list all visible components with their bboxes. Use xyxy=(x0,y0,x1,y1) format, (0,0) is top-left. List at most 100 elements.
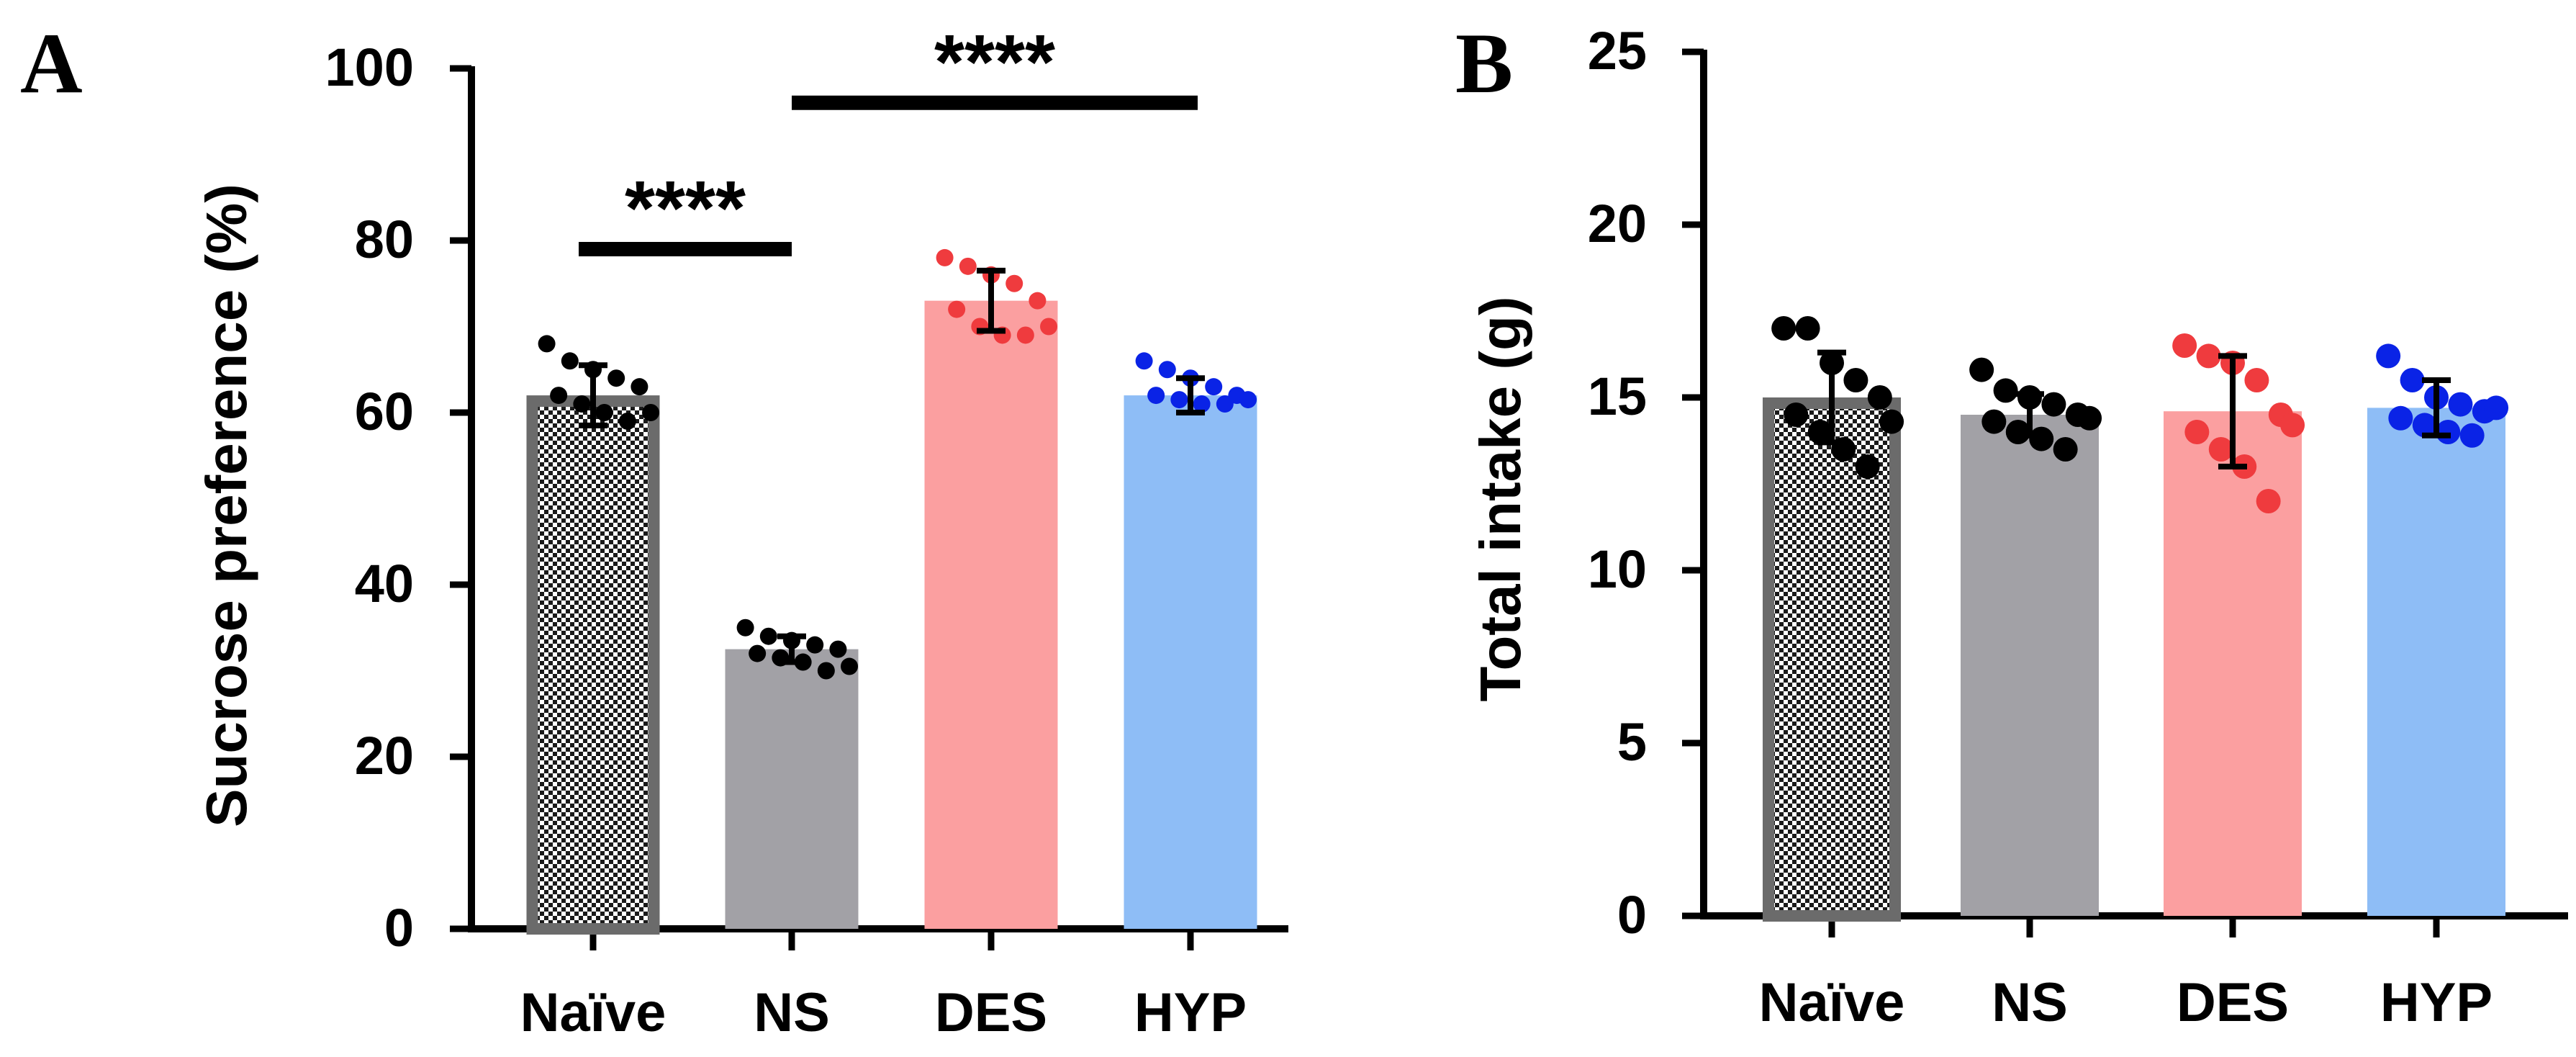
data-point xyxy=(749,644,767,662)
data-point xyxy=(573,395,591,413)
bar-ns xyxy=(1961,415,2099,916)
data-point xyxy=(2208,437,2233,462)
data-point xyxy=(2184,420,2210,444)
data-point xyxy=(2244,368,2269,392)
data-point xyxy=(538,335,556,353)
panel-a-chart: A Sucrose preference (%) **** **** 0 20 40 6… xyxy=(20,15,1288,1043)
data-point xyxy=(2484,395,2509,420)
data-point xyxy=(595,404,613,421)
data-point xyxy=(1135,352,1153,370)
data-point xyxy=(1193,395,1211,413)
data-point xyxy=(2041,392,2066,417)
data-point xyxy=(806,636,824,654)
bar-hyp xyxy=(2367,408,2505,916)
panel-a-error-bars xyxy=(579,267,1205,665)
data-point xyxy=(2077,405,2102,431)
data-point xyxy=(1795,316,1820,341)
panel-a-tick-labels: 0 20 40 60 80 100 Naïve NS DES HYP xyxy=(325,37,1247,1043)
y-tick-label: 60 xyxy=(355,382,414,441)
data-point xyxy=(1158,361,1176,379)
panel-a-significance: **** **** xyxy=(579,18,1198,256)
data-point xyxy=(2459,423,2485,448)
category-label: DES xyxy=(2177,972,2289,1033)
data-point xyxy=(2005,420,2030,444)
panel-b-error-bars xyxy=(1817,349,2451,469)
data-point xyxy=(1784,402,1809,427)
data-point xyxy=(2256,489,2281,513)
data-point xyxy=(1016,326,1034,344)
panel-b-letter: B xyxy=(1455,15,1513,111)
y-tick-label: 20 xyxy=(1588,194,1647,253)
data-point xyxy=(1216,395,1234,413)
data-point xyxy=(2388,405,2413,431)
category-label: NS xyxy=(754,982,830,1043)
data-point xyxy=(936,248,954,266)
data-point xyxy=(2029,426,2054,451)
significance-stars: **** xyxy=(625,164,746,251)
data-point xyxy=(1170,391,1188,409)
data-point xyxy=(1969,357,1994,382)
data-point xyxy=(948,300,966,318)
y-tick-label: 80 xyxy=(355,210,414,269)
panel-b-bars xyxy=(1763,397,2505,922)
category-label: Naïve xyxy=(1759,972,1905,1033)
data-point xyxy=(2436,420,2461,444)
significance-stars: **** xyxy=(934,18,1055,105)
data-point xyxy=(2448,392,2473,417)
category-label: DES xyxy=(935,982,1047,1043)
bar-hyp xyxy=(1124,395,1257,929)
panel-b-tick-labels: 0 5 10 15 20 25 Naïve NS DES HYP xyxy=(1588,21,2493,1033)
panel-b-y-axis-label: Total intake (g) xyxy=(1468,297,1532,702)
bar-nave xyxy=(526,395,660,935)
y-tick-label: 15 xyxy=(1588,366,1647,426)
data-point xyxy=(1005,274,1023,292)
data-point xyxy=(1239,391,1257,409)
y-tick-label: 100 xyxy=(325,37,414,97)
data-point xyxy=(2280,413,2305,438)
data-point xyxy=(1807,420,1832,444)
panel-a-letter: A xyxy=(20,15,83,111)
data-point xyxy=(2053,437,2078,462)
y-tick-label: 0 xyxy=(1617,885,1647,945)
data-point xyxy=(1040,318,1058,336)
category-label: HYP xyxy=(1134,982,1247,1043)
data-point xyxy=(561,352,579,370)
data-point xyxy=(2196,343,2221,369)
y-tick-label: 40 xyxy=(355,554,414,613)
data-point xyxy=(1843,368,1868,392)
data-point xyxy=(631,378,648,396)
category-label: NS xyxy=(1992,972,2068,1033)
category-label: HYP xyxy=(2380,972,2493,1033)
data-point xyxy=(1029,292,1047,310)
data-point xyxy=(1993,378,2018,403)
data-point xyxy=(817,662,835,680)
panel-b-points xyxy=(1771,316,2509,513)
y-tick-label: 10 xyxy=(1588,539,1647,599)
data-point xyxy=(1981,409,2007,434)
data-point xyxy=(841,657,859,675)
y-tick-label: 25 xyxy=(1588,21,1647,81)
data-point xyxy=(1879,409,1904,434)
data-point xyxy=(736,619,754,637)
category-label: Naïve xyxy=(520,982,666,1043)
data-point xyxy=(2400,368,2425,392)
y-tick-label: 0 xyxy=(384,898,414,958)
data-point xyxy=(607,369,625,387)
data-point xyxy=(1147,387,1165,405)
y-tick-label: 5 xyxy=(1617,712,1647,772)
data-point xyxy=(618,412,636,430)
bar-nave xyxy=(1763,397,1901,922)
data-point xyxy=(1771,316,1797,341)
data-point xyxy=(1205,378,1223,396)
data-point xyxy=(642,404,660,421)
data-point xyxy=(2412,413,2437,438)
data-point xyxy=(1867,385,1892,410)
data-point xyxy=(2172,333,2197,358)
data-point xyxy=(550,387,568,405)
panel-a-y-axis-label: Sucrose preference (%) xyxy=(194,184,258,827)
data-point xyxy=(959,257,977,275)
bar-des xyxy=(924,300,1058,929)
y-tick-label: 20 xyxy=(355,726,414,786)
data-point xyxy=(1855,454,1880,479)
